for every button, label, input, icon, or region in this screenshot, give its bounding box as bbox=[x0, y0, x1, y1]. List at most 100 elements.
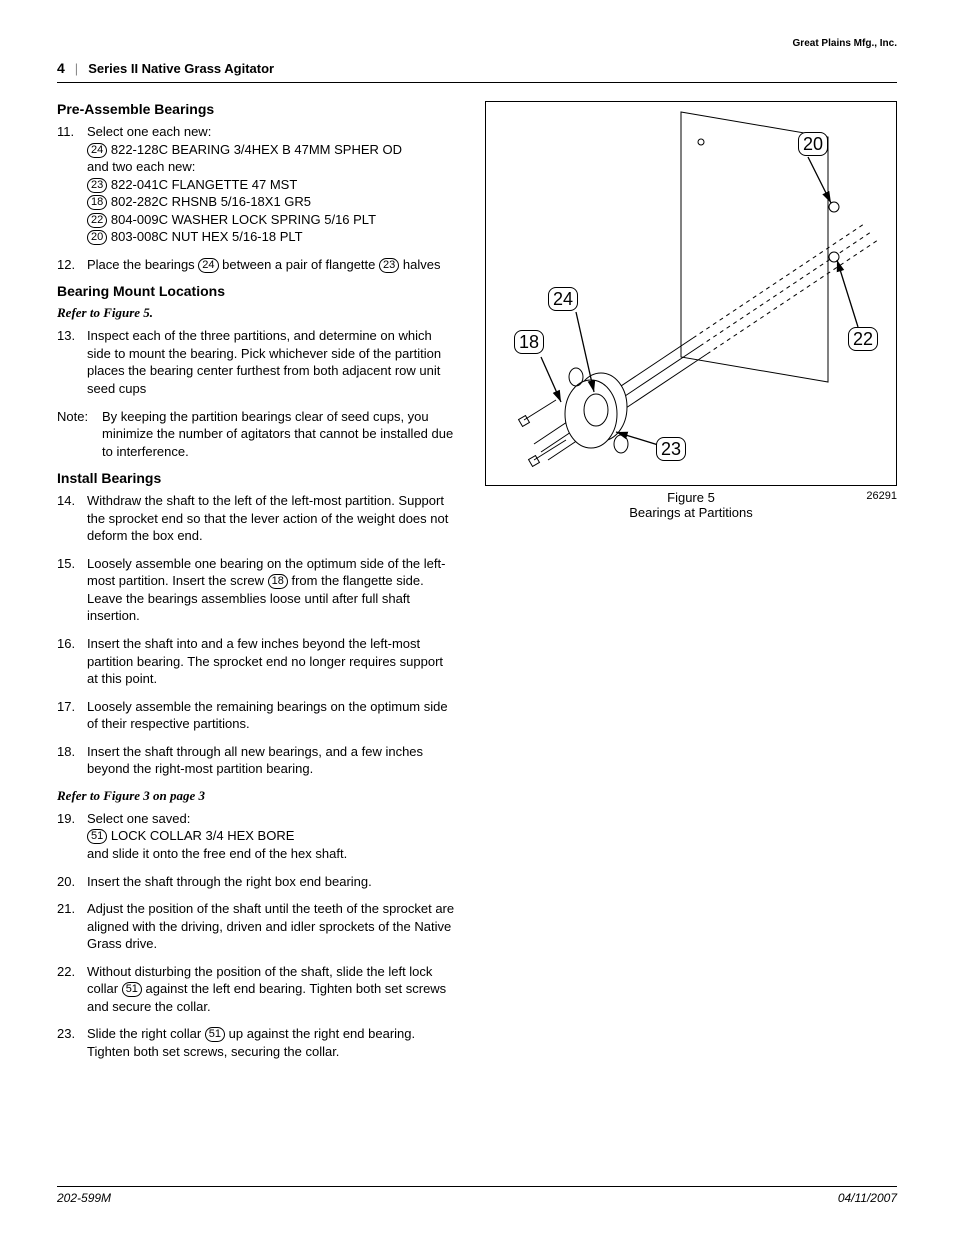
text: 822-128C BEARING 3/4HEX B 47MM SPHER OD bbox=[107, 142, 402, 157]
step-body: Insert the shaft through the right box e… bbox=[87, 873, 457, 891]
text: and two each new: bbox=[87, 159, 195, 174]
page-header: 4 | Series II Native Grass Agitator bbox=[57, 60, 897, 76]
left-column: Pre-Assemble Bearings 11. Select one eac… bbox=[57, 101, 457, 1070]
step-13: 13. Inspect each of the three partitions… bbox=[57, 327, 457, 397]
note-body: By keeping the partition bearings clear … bbox=[102, 408, 457, 461]
footer-rule bbox=[57, 1186, 897, 1187]
step-num: 14. bbox=[57, 492, 87, 545]
steps-list-2: 13. Inspect each of the three partitions… bbox=[57, 327, 457, 397]
step-21: 21. Adjust the position of the shaft unt… bbox=[57, 900, 457, 953]
step-num: 12. bbox=[57, 256, 87, 274]
page-footer: 202-599M 04/11/2007 bbox=[57, 1186, 897, 1205]
refer-fig3: Refer to Figure 3 on page 3 bbox=[57, 788, 457, 804]
step-14: 14. Withdraw the shaft to the left of th… bbox=[57, 492, 457, 545]
step-20: 20. Insert the shaft through the right b… bbox=[57, 873, 457, 891]
figure-id: 26291 bbox=[837, 490, 897, 502]
text: 822-041C FLANGETTE 47 MST bbox=[107, 177, 297, 192]
callout-51: 51 bbox=[122, 982, 142, 997]
figure-caption-row: Figure 5 Bearings at Partitions 26291 bbox=[485, 490, 897, 520]
callout-22: 22 bbox=[87, 213, 107, 228]
document-title: Series II Native Grass Agitator bbox=[88, 61, 274, 76]
step-body: Slide the right collar 51 up against the… bbox=[87, 1025, 457, 1060]
text: 803-008C NUT HEX 5/16-18 PLT bbox=[107, 229, 302, 244]
ref-22: 22 bbox=[848, 327, 878, 351]
callout-18: 18 bbox=[87, 195, 107, 210]
step-16: 16. Insert the shaft into and a few inch… bbox=[57, 635, 457, 688]
content-area: Pre-Assemble Bearings 11. Select one eac… bbox=[57, 101, 897, 1070]
step-23: 23. Slide the right collar 51 up against… bbox=[57, 1025, 457, 1060]
figure-5: 20 22 24 18 23 bbox=[485, 101, 897, 486]
steps-list-1: 11. Select one each new: 24 822-128C BEA… bbox=[57, 123, 457, 273]
callout-24: 24 bbox=[198, 258, 218, 273]
figure-caption: Figure 5 Bearings at Partitions bbox=[545, 490, 837, 520]
figure-label: Figure 5 bbox=[667, 490, 715, 505]
step-num: 13. bbox=[57, 327, 87, 397]
step-body: Without disturbing the position of the s… bbox=[87, 963, 457, 1016]
step-body: Insert the shaft through all new bearing… bbox=[87, 743, 457, 778]
ref-23: 23 bbox=[656, 437, 686, 461]
step-18: 18. Insert the shaft through all new bea… bbox=[57, 743, 457, 778]
text: and slide it onto the free end of the he… bbox=[87, 846, 347, 861]
callout-24: 24 bbox=[87, 143, 107, 158]
steps-list-3: 14. Withdraw the shaft to the left of th… bbox=[57, 492, 457, 778]
step-19: 19. Select one saved: 51 LOCK COLLAR 3/4… bbox=[57, 810, 457, 863]
text: LOCK COLLAR 3/4 HEX BORE bbox=[107, 828, 294, 843]
step-11: 11. Select one each new: 24 822-128C BEA… bbox=[57, 123, 457, 246]
step-12: 12. Place the bearings 24 between a pair… bbox=[57, 256, 457, 274]
text: Slide the right collar bbox=[87, 1026, 205, 1041]
text: Select one saved: bbox=[87, 811, 190, 826]
callout-23: 23 bbox=[87, 178, 107, 193]
text: Place the bearings bbox=[87, 257, 198, 272]
step-num: 16. bbox=[57, 635, 87, 688]
text: 802-282C RHSNB 5/16-18X1 GR5 bbox=[107, 194, 311, 209]
step-22: 22. Without disturbing the position of t… bbox=[57, 963, 457, 1016]
step-num: 11. bbox=[57, 123, 87, 246]
steps-list-4: 19. Select one saved: 51 LOCK COLLAR 3/4… bbox=[57, 810, 457, 1061]
step-body: Loosely assemble one bearing on the opti… bbox=[87, 555, 457, 625]
callout-18: 18 bbox=[268, 574, 288, 589]
step-num: 22. bbox=[57, 963, 87, 1016]
refer-fig5: Refer to Figure 5. bbox=[57, 305, 457, 321]
header-rule bbox=[57, 82, 897, 83]
header-divider: | bbox=[75, 61, 78, 76]
step-body: Inspect each of the three partitions, an… bbox=[87, 327, 457, 397]
step-num: 23. bbox=[57, 1025, 87, 1060]
footer-date: 04/11/2007 bbox=[838, 1191, 897, 1205]
callout-23: 23 bbox=[379, 258, 399, 273]
ref-18: 18 bbox=[514, 330, 544, 354]
ref-24: 24 bbox=[548, 287, 578, 311]
callout-51: 51 bbox=[205, 1027, 225, 1042]
section-install: Install Bearings bbox=[57, 470, 457, 486]
step-body: Select one each new: 24 822-128C BEARING… bbox=[87, 123, 457, 246]
step-body: Insert the shaft into and a few inches b… bbox=[87, 635, 457, 688]
step-17: 17. Loosely assemble the remaining beari… bbox=[57, 698, 457, 733]
step-num: 17. bbox=[57, 698, 87, 733]
step-num: 19. bbox=[57, 810, 87, 863]
page-number: 4 bbox=[57, 60, 65, 76]
step-num: 18. bbox=[57, 743, 87, 778]
step-body: Withdraw the shaft to the left of the le… bbox=[87, 492, 457, 545]
right-column: 20 22 24 18 23 Figure 5 Bearings at Part… bbox=[485, 101, 897, 1070]
step-15: 15. Loosely assemble one bearing on the … bbox=[57, 555, 457, 625]
step-body: Select one saved: 51 LOCK COLLAR 3/4 HEX… bbox=[87, 810, 457, 863]
ref-20: 20 bbox=[798, 132, 828, 156]
step-body: Loosely assemble the remaining bearings … bbox=[87, 698, 457, 733]
text: halves bbox=[399, 257, 440, 272]
footer-doc-id: 202-599M bbox=[57, 1191, 111, 1205]
step-num: 20. bbox=[57, 873, 87, 891]
step-num: 15. bbox=[57, 555, 87, 625]
step-num: 21. bbox=[57, 900, 87, 953]
company-name: Great Plains Mfg., Inc. bbox=[793, 38, 897, 49]
section-bearing-mount: Bearing Mount Locations bbox=[57, 283, 457, 299]
text: Select one each new: bbox=[87, 124, 211, 139]
figure-desc: Bearings at Partitions bbox=[629, 505, 753, 520]
step-body: Place the bearings 24 between a pair of … bbox=[87, 256, 457, 274]
section-preassemble: Pre-Assemble Bearings bbox=[57, 101, 457, 117]
text: 804-009C WASHER LOCK SPRING 5/16 PLT bbox=[107, 212, 376, 227]
callout-20: 20 bbox=[87, 230, 107, 245]
note-label: Note: bbox=[57, 408, 102, 461]
text: between a pair of flangette bbox=[219, 257, 379, 272]
note: Note: By keeping the partition bearings … bbox=[57, 408, 457, 461]
callout-51: 51 bbox=[87, 829, 107, 844]
step-body: Adjust the position of the shaft until t… bbox=[87, 900, 457, 953]
